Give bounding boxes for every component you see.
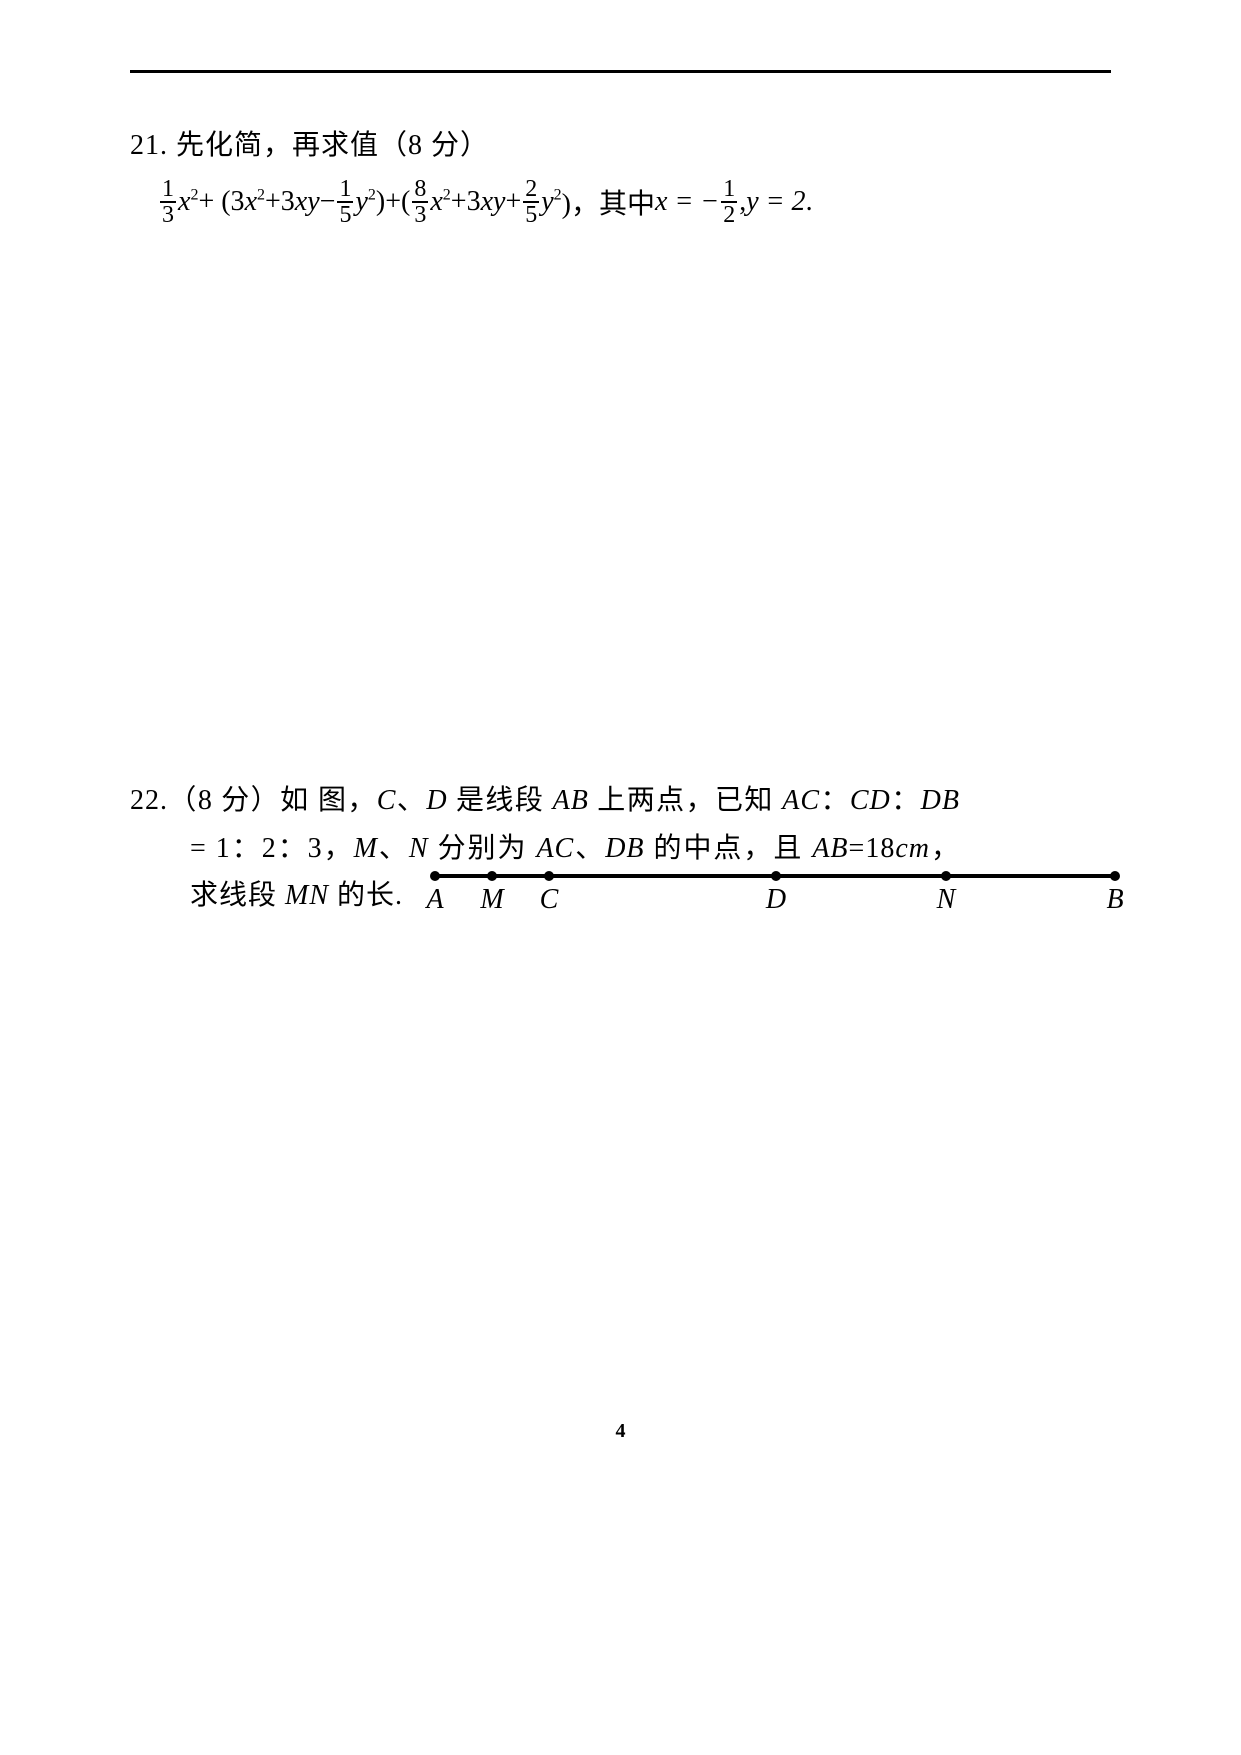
workspace-gap-21 [130,267,1111,777]
plus-3: +3 [265,186,295,218]
exam-page: 21. 先化简，再求值（8 分） 1 3 x2 + (3 x2 +3 xy − … [0,0,1241,1755]
where-text: 其中 [599,182,655,222]
fraction-2-5: 2 5 [523,177,539,227]
y-equals-2: y = 2 [746,186,805,218]
term-xy-b: xy [481,186,506,218]
fraction-1-2: 1 2 [721,177,737,227]
var-DB-2: DB [605,833,644,864]
frac-den: 5 [523,201,539,227]
segment-svg: AMCDNB [425,862,1125,922]
svg-text:A: A [425,884,444,915]
dun3: 、 [574,833,605,864]
frac-num: 1 [337,177,353,201]
frac-num: 1 [160,177,176,201]
x-equals: x = − [655,186,719,218]
term-y2: y2 [355,186,375,218]
frac-den: 2 [721,201,737,227]
frac-den: 3 [412,201,428,227]
frac-den: 5 [337,201,353,227]
top-rule [130,70,1111,73]
q22-t2: 是线段 [448,785,553,816]
fraction-8-3: 8 3 [412,177,428,227]
close-paren-comma: )， [562,182,599,222]
frac-num: 2 [523,177,539,201]
var-AC: AC [782,785,820,816]
frac-num: 1 [721,177,737,201]
var-C: C [377,785,397,816]
q22-points: （8 分） [168,785,280,816]
page-number: 4 [0,1420,1241,1443]
eq-sign: = [190,833,207,864]
var-CD: CD [850,785,891,816]
q21-heading: 21. 先化简，再求值（8 分） [130,123,1111,163]
eq-18: =18 [849,833,896,864]
var-AC-2: AC [536,833,574,864]
frac-den: 3 [160,201,176,227]
svg-text:N: N [936,884,957,915]
fraction-1-5: 1 5 [337,177,353,227]
fraction-1-3: 1 3 [160,177,176,227]
dun2: 、 [378,833,409,864]
svg-text:B: B [1106,884,1123,915]
colon2: ： [891,785,921,816]
term-x2-c: x2 [430,186,450,218]
var-MN: MN [285,880,329,911]
q22-t1: 如 图， [280,785,377,816]
q21-expression: 1 3 x2 + (3 x2 +3 xy − 1 5 y2 )+( 8 3 x2… [158,177,1111,227]
var-AB: AB [553,785,589,816]
var-AB-2: AB [812,833,848,864]
svg-text:D: D [765,884,786,915]
period: . [806,186,813,218]
q22-number: 22. [130,785,168,816]
plus-sign: + [505,186,521,218]
plus-3-b: +3 [451,186,481,218]
term-y2-b: y2 [541,186,561,218]
plus-open-paren-3: + (3 [198,186,244,218]
var-M: M [354,833,378,864]
term-xy: xy [295,186,320,218]
close-plus-open-paren: )+( [376,186,410,218]
minus-sign: − [320,186,336,218]
svg-text:C: C [540,884,559,915]
term-x2-b: x2 [245,186,265,218]
q22-t7: 的长. [329,880,403,911]
ratio-123: 1：2：3， [216,833,354,864]
term-x2: x2 [178,186,198,218]
var-N: N [409,833,429,864]
segment-diagram: AMCDNB [425,862,1125,922]
var-DB: DB [921,785,960,816]
dun1: 、 [396,785,426,816]
problem-21: 21. 先化简，再求值（8 分） 1 3 x2 + (3 x2 +3 xy − … [130,123,1111,227]
q21-number: 21. [130,130,168,161]
q22-t5: 的中点，且 [645,833,813,864]
colon1: ： [820,785,850,816]
var-D: D [426,785,447,816]
frac-num: 8 [412,177,428,201]
q21-title-text: 先化简，再求值（8 分） [176,130,489,161]
q22-t4: 分别为 [429,833,537,864]
q22-t3: 上两点，已知 [589,785,782,816]
svg-text:M: M [479,884,505,915]
unit-cm: cm [895,833,930,864]
